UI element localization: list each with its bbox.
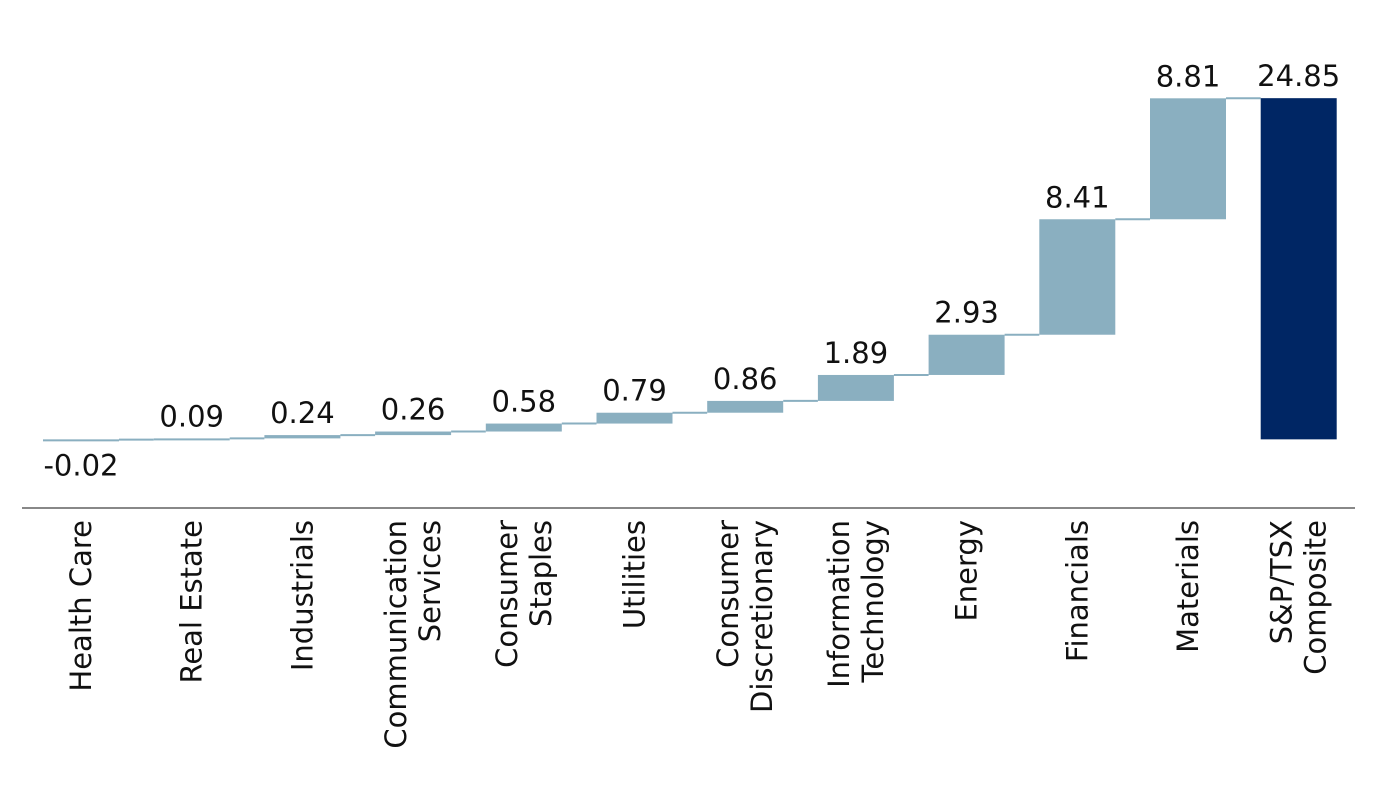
data-label-6: 0.86: [713, 362, 778, 396]
data-label-11: 24.85: [1257, 59, 1340, 93]
category-label-line: Technology: [856, 520, 890, 683]
category-label-6: ConsumerDiscretionary: [711, 520, 779, 713]
category-label-line: S&P/TSX: [1265, 520, 1299, 644]
category-label-0: Health Care: [64, 520, 98, 692]
data-label-10: 8.81: [1156, 59, 1221, 93]
bar-0: [43, 439, 119, 442]
bar-9: [1039, 219, 1116, 335]
category-label-line: Materials: [1171, 520, 1205, 653]
category-label-line: Staples: [524, 520, 558, 627]
category-label-8: Energy: [950, 520, 984, 622]
category-label-11: S&P/TSXComposite: [1265, 520, 1333, 675]
data-label-3: 0.26: [381, 393, 446, 427]
category-label-line: Consumer: [711, 520, 745, 668]
data-label-1: 0.09: [159, 399, 224, 433]
category-label-9: Financials: [1060, 520, 1094, 662]
bar-6: [707, 400, 784, 413]
data-label-0: -0.02: [43, 449, 118, 483]
category-label-7: InformationTechnology: [822, 520, 890, 688]
category-label-line: Energy: [950, 520, 984, 622]
category-label-line: Consumer: [490, 520, 524, 668]
bar-7: [817, 374, 894, 401]
category-label-line: Real Estate: [175, 520, 209, 684]
category-label-1: Real Estate: [175, 520, 209, 684]
bar-11: [1260, 98, 1337, 440]
data-label-7: 1.89: [824, 336, 889, 370]
data-label-5: 0.79: [602, 374, 667, 408]
bar-8: [928, 334, 1005, 375]
bar-3: [375, 431, 452, 436]
category-label-line: Composite: [1299, 520, 1333, 675]
bar-2: [264, 435, 341, 439]
category-label-line: Financials: [1060, 520, 1094, 662]
data-label-9: 8.41: [1045, 180, 1110, 214]
bar-4: [485, 423, 562, 432]
category-label-line: Discretionary: [745, 520, 779, 713]
data-label-8: 2.93: [934, 296, 999, 330]
category-label-line: Industrials: [285, 520, 319, 671]
category-label-4: ConsumerStaples: [490, 520, 558, 668]
category-label-line: Utilities: [618, 520, 652, 629]
bar-10: [1150, 98, 1226, 220]
bar-1: [153, 438, 230, 441]
category-label-line: Services: [413, 520, 447, 642]
category-label-line: Communication: [379, 520, 413, 749]
bar-5: [596, 412, 673, 424]
category-label-2: Industrials: [285, 520, 319, 671]
category-label-5: Utilities: [618, 520, 652, 629]
category-label-line: Health Care: [64, 520, 98, 692]
category-label-10: Materials: [1171, 520, 1205, 653]
data-label-4: 0.58: [492, 385, 557, 419]
data-label-2: 0.24: [270, 396, 335, 430]
category-label-line: Information: [822, 520, 856, 688]
category-label-3: CommunicationServices: [379, 520, 447, 749]
